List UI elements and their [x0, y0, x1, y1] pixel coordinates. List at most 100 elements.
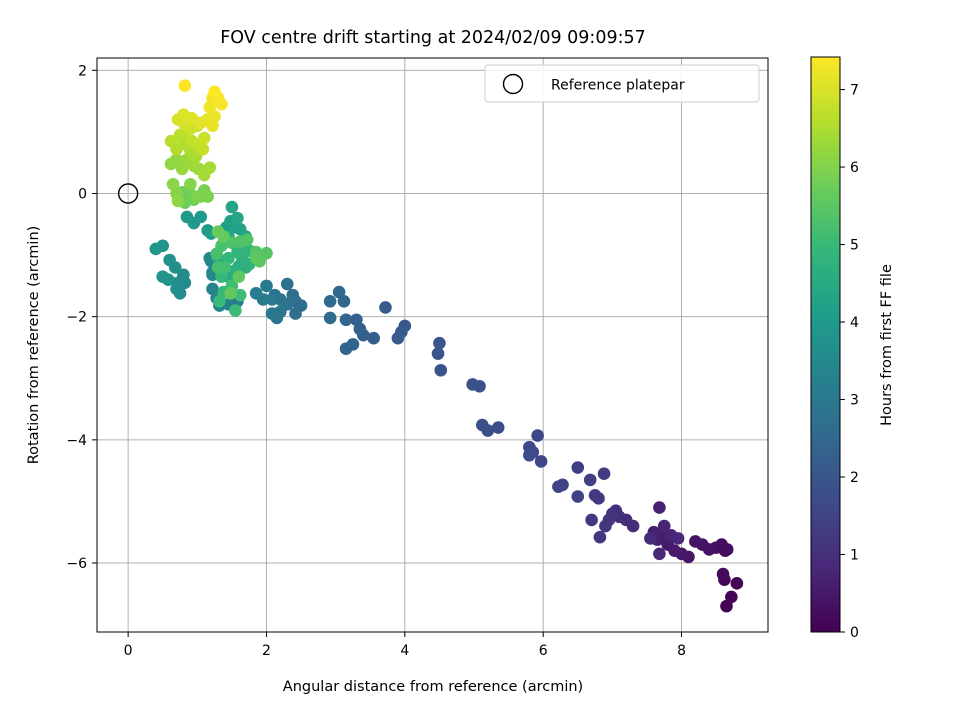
reference-point-marker	[117, 183, 139, 204]
data-point	[170, 153, 183, 166]
data-point	[391, 331, 405, 345]
data-point	[433, 336, 446, 350]
data-point	[232, 270, 246, 283]
data-point	[184, 177, 197, 191]
data-point	[194, 210, 208, 224]
x-axis: 0 2 4 6 8	[124, 632, 686, 659]
data-point	[725, 590, 738, 604]
data-point	[644, 532, 657, 545]
data-point	[286, 288, 300, 302]
data-point	[231, 211, 244, 225]
data-point	[599, 519, 612, 533]
data-point	[171, 194, 185, 208]
data-point	[289, 307, 302, 320]
data-point	[720, 543, 734, 556]
data-point	[597, 467, 611, 481]
data-point	[730, 577, 744, 590]
data-point	[211, 225, 225, 238]
colorbar: 0 1 2 3 4 5 6 7 Hours from first FF file	[810, 56, 895, 641]
x-tick-label: 4	[400, 643, 409, 659]
data-point	[229, 304, 242, 317]
colorbar-tick-label: 0	[850, 625, 859, 641]
data-point	[609, 504, 623, 517]
data-point	[260, 279, 273, 293]
data-point	[208, 85, 221, 99]
data-point	[332, 285, 346, 299]
x-axis-label: Angular distance from reference (arcmin)	[283, 679, 583, 695]
data-point	[175, 162, 189, 176]
data-point	[206, 282, 219, 296]
scatter-points	[149, 79, 744, 613]
y-tick-label: −6	[66, 556, 87, 572]
data-point	[323, 294, 337, 308]
plot-frame	[96, 57, 769, 633]
data-point	[585, 513, 598, 527]
colorbar-tick-label: 1	[850, 548, 859, 564]
data-point	[265, 307, 279, 320]
x-tick-label: 8	[677, 643, 686, 659]
data-point	[491, 421, 505, 434]
x-tick-label: 2	[262, 643, 271, 659]
colorbar-tick-label: 7	[850, 83, 859, 99]
y-tick-label: 0	[78, 186, 87, 202]
data-point	[531, 429, 544, 442]
data-point	[233, 288, 247, 302]
data-point	[208, 110, 221, 123]
data-point	[225, 200, 239, 214]
data-point	[240, 233, 254, 246]
data-point	[653, 547, 666, 561]
data-point	[534, 455, 548, 468]
legend-marker-icon	[502, 73, 524, 95]
data-point	[689, 535, 702, 548]
data-point	[170, 282, 183, 296]
data-point	[583, 473, 597, 487]
y-tick-label: −2	[66, 310, 87, 326]
data-point	[434, 363, 448, 377]
data-point	[178, 79, 192, 93]
colorbar-tick-label: 2	[850, 470, 859, 486]
data-point	[166, 177, 180, 191]
colorbar-label: Hours from first FF file	[879, 264, 895, 426]
data-point	[339, 342, 353, 355]
data-point	[224, 286, 237, 300]
data-point	[196, 142, 210, 156]
data-point	[339, 313, 353, 327]
data-point	[265, 293, 279, 306]
data-point	[164, 134, 178, 148]
chart-title: FOV centre drift starting at 2024/02/09 …	[220, 28, 646, 48]
data-point	[350, 313, 363, 327]
y-axis-label: Rotation from reference (arcmin)	[26, 226, 42, 465]
data-point	[249, 251, 263, 265]
colorbar-tick-label: 4	[850, 315, 859, 331]
legend-entry-label: Reference platepar	[551, 78, 685, 94]
x-tick-label: 6	[539, 643, 548, 659]
data-point	[211, 261, 225, 274]
data-point	[249, 286, 263, 300]
data-point	[671, 532, 685, 545]
data-point	[215, 97, 228, 111]
data-point	[323, 311, 337, 325]
colorbar-gradient	[810, 56, 841, 633]
data-point	[523, 448, 536, 462]
data-point	[280, 277, 294, 291]
data-point	[337, 294, 351, 308]
data-point	[203, 161, 217, 174]
colorbar-ticks: 0 1 2 3 4 5 6 7	[840, 83, 859, 641]
legend-box	[484, 64, 760, 103]
data-point	[197, 131, 211, 145]
colorbar-tick-label: 6	[850, 160, 859, 176]
data-point	[571, 461, 585, 474]
data-point	[653, 501, 666, 514]
y-axis: −6 −4 −2 0 2	[66, 63, 97, 572]
data-point	[571, 490, 585, 503]
data-point	[588, 488, 602, 502]
data-point	[593, 530, 607, 544]
colorbar-tick-label: 5	[850, 238, 859, 254]
data-point	[476, 418, 489, 432]
colorbar-tick-label: 3	[850, 393, 859, 409]
legend: Reference platepar	[484, 64, 760, 103]
data-point	[431, 347, 445, 360]
data-point	[156, 270, 170, 283]
data-point	[716, 567, 730, 581]
